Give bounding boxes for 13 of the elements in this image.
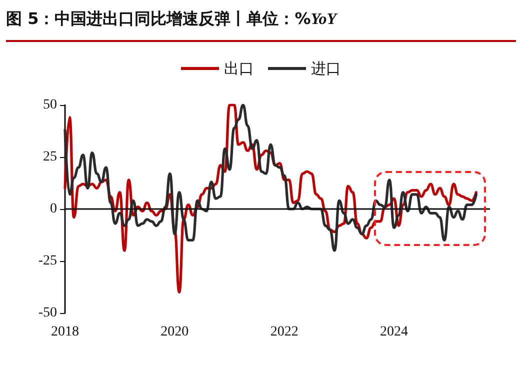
y-tick-label: -25 (38, 254, 57, 268)
y-tick-label: 25 (43, 150, 57, 164)
legend-label: 进口 (311, 60, 341, 78)
x-tick-label: 2020 (160, 324, 189, 340)
line-series (64, 104, 478, 252)
y-tick-label: -50 (38, 306, 57, 320)
x-tick-label: 2024 (380, 324, 408, 340)
y-tick-label: 50 (43, 98, 57, 112)
x-tick-label: 2022 (270, 324, 298, 340)
x-tick-label: 2018 (51, 324, 79, 340)
y-tick-label: 0 (50, 202, 57, 216)
legend-label: 出口 (224, 60, 254, 78)
chart-title: 图 5：中国进出口同比增速反弹丨单位：%YoY (6, 4, 516, 42)
